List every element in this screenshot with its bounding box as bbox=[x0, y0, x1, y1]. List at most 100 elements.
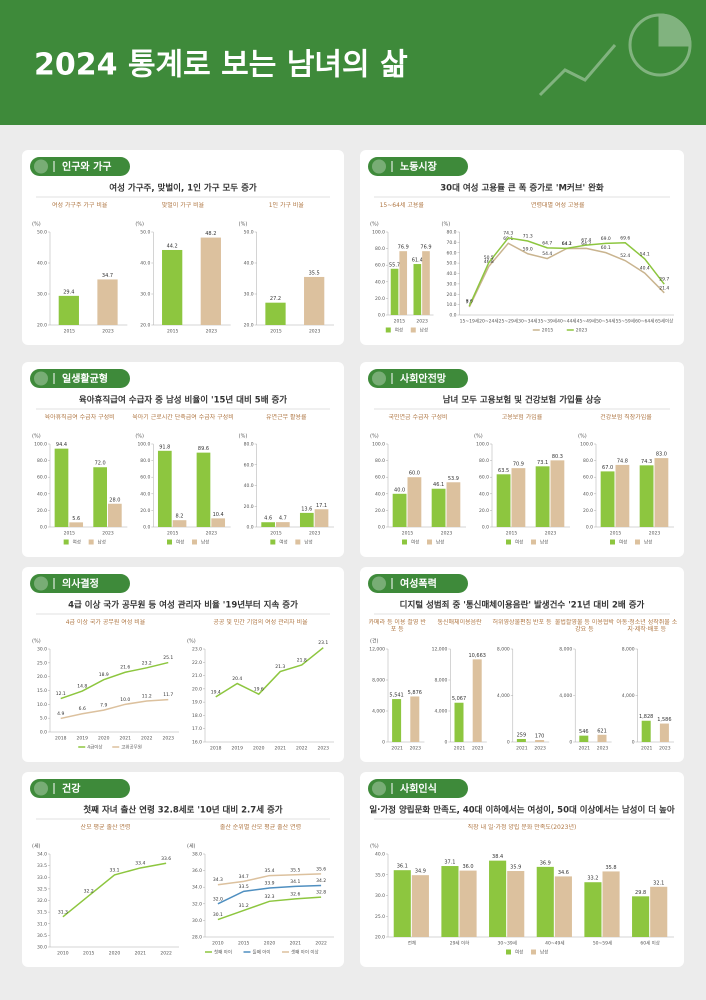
value-label: 67.0 bbox=[602, 465, 613, 471]
bar bbox=[393, 870, 411, 937]
value-label: 5,067 bbox=[452, 696, 466, 702]
y-tick-label: 25.0 bbox=[375, 914, 385, 920]
panel-headline: 30대 여성 고용률 큰 폭 증가로 'M커브' 완화 bbox=[440, 183, 604, 194]
panel-headline: 일·가정 양립문화 만족도, 40대 이하에서는 여성이, 50대 이상에서는 … bbox=[369, 805, 675, 816]
panel bbox=[360, 362, 684, 557]
y-tick-label: 30.0 bbox=[375, 893, 385, 899]
chart-title: 15~64세 고용률 bbox=[379, 202, 424, 209]
chart-title-box: 국민연금 수급자 구성비 bbox=[388, 414, 447, 421]
chart-title: 아동·청소년 성착취물 소지·제작·배포 등 bbox=[616, 619, 678, 633]
bar bbox=[392, 493, 407, 527]
value-label: 69.0 bbox=[601, 236, 611, 242]
value-label: 34.7 bbox=[102, 273, 113, 279]
x-tick-label: 35~39세 bbox=[538, 318, 557, 325]
bar bbox=[535, 466, 550, 527]
panel-tab bbox=[368, 369, 468, 388]
value-label: 10.0 bbox=[120, 697, 130, 703]
trend-icon bbox=[538, 44, 617, 97]
y-tick-label: 30.0 bbox=[244, 292, 254, 298]
chart-title-box: 허위영상물편집 반포 등 bbox=[492, 619, 551, 626]
bar bbox=[632, 896, 650, 937]
x-tick-label: 2015 bbox=[64, 329, 76, 335]
bar bbox=[441, 866, 459, 937]
chart-title-box: 육아휴직급여 수급자 구성비 bbox=[45, 414, 115, 421]
legend-label: 여성 bbox=[411, 539, 419, 546]
value-label: 32.2 bbox=[84, 888, 94, 894]
y-tick-label: 20.0 bbox=[375, 296, 385, 302]
bar bbox=[507, 871, 525, 937]
line bbox=[60, 698, 169, 720]
bar bbox=[459, 870, 477, 937]
x-tick-label: 2021 bbox=[391, 746, 403, 752]
chart-title-box: 불법촬영물 등 이용협박 강요 등 bbox=[555, 619, 614, 633]
bar bbox=[54, 448, 69, 527]
x-tick-label: 50~54세 bbox=[596, 318, 615, 325]
legend-swatch bbox=[635, 539, 640, 545]
panel-tab bbox=[368, 157, 468, 176]
bar bbox=[535, 740, 545, 742]
value-label: 19.6 bbox=[254, 687, 264, 693]
y-tick-label: 25.0 bbox=[37, 660, 47, 666]
y-tick-label: 23.0 bbox=[192, 647, 202, 653]
y-tick-label: 80.0 bbox=[140, 458, 150, 464]
x-tick-label: 2020 bbox=[253, 746, 265, 752]
value-label: 72.0 bbox=[95, 461, 106, 467]
bar bbox=[172, 520, 187, 527]
bar bbox=[511, 468, 526, 527]
y-tick-label: 0.0 bbox=[143, 525, 150, 531]
y-tick-label: 60.0 bbox=[140, 475, 150, 481]
legend-swatch bbox=[295, 539, 301, 545]
chart-title: 통신매체이용음란 bbox=[437, 619, 482, 626]
value-label: 5,541 bbox=[389, 693, 403, 699]
x-tick-label: 전체 bbox=[408, 940, 416, 947]
y-tick-label: 40.0 bbox=[140, 491, 150, 497]
x-tick-label: 2023 bbox=[472, 746, 484, 752]
panel-icon bbox=[372, 371, 386, 386]
value-label: 13.6 bbox=[301, 506, 312, 512]
x-tick-label: 2015 bbox=[167, 531, 179, 537]
y-tick-label: 100.0 bbox=[372, 230, 385, 236]
value-label: 69.6 bbox=[620, 235, 630, 241]
bar bbox=[639, 465, 654, 527]
value-label: 34.6 bbox=[558, 870, 569, 876]
legend-label: 남성 bbox=[540, 539, 548, 546]
y-tick-label: 8,000 bbox=[435, 678, 448, 684]
value-label: 4.9 bbox=[57, 711, 64, 717]
x-tick-label: 2015 bbox=[64, 531, 76, 537]
value-label: 74.3 bbox=[503, 230, 513, 236]
value-label: 35.4 bbox=[264, 868, 274, 874]
panel-heading: 일생활균형 bbox=[62, 372, 108, 385]
y-tick-label: 38.0 bbox=[192, 852, 202, 858]
panel-headline: 육아휴직급여 수급자 중 남성 비율이 '15년 대비 5배 증가 bbox=[79, 395, 287, 406]
chart-title-box: 카메라 등 이용 촬영 반포 등 bbox=[369, 619, 426, 633]
x-tick-label: 30~39세 bbox=[497, 940, 516, 947]
legend-swatch bbox=[167, 539, 172, 545]
legend-label: 남성 bbox=[420, 327, 428, 334]
x-tick-label: 2021 bbox=[275, 746, 287, 752]
chart-title-box: 공공 및 민간 기업의 여성 관리자 비율 bbox=[213, 619, 307, 626]
value-label: 53.9 bbox=[448, 476, 459, 482]
x-tick-label: 2015 bbox=[394, 319, 406, 325]
y-tick-label: 0 bbox=[382, 740, 385, 746]
value-label: 33.1 bbox=[109, 867, 119, 873]
legend-label: 여성 bbox=[619, 539, 627, 546]
panel-heading: 건강 bbox=[62, 782, 81, 795]
chart-title: 고용보험 가입률 bbox=[501, 414, 543, 421]
x-tick-label: 2023 bbox=[309, 329, 321, 335]
line bbox=[217, 896, 322, 921]
value-label: 50.5 bbox=[484, 255, 494, 261]
value-label: 76.9 bbox=[420, 245, 431, 251]
x-tick-label: 20~24세 bbox=[479, 318, 498, 325]
x-tick-label: 2015 bbox=[506, 531, 518, 537]
value-label: 74.3 bbox=[641, 459, 652, 465]
bar bbox=[69, 522, 84, 527]
value-label: 21.8 bbox=[297, 657, 307, 663]
y-tick-label: 4,000 bbox=[497, 693, 510, 699]
value-label: 63.5 bbox=[498, 468, 509, 474]
y-tick-label: 8,000 bbox=[559, 647, 572, 653]
panel-heading: 노동시장 bbox=[400, 160, 438, 173]
value-label: 21.3 bbox=[275, 664, 285, 670]
value-label: 23.1 bbox=[318, 640, 328, 646]
y-tick-label: 20.0 bbox=[140, 508, 150, 514]
panel bbox=[22, 362, 344, 557]
